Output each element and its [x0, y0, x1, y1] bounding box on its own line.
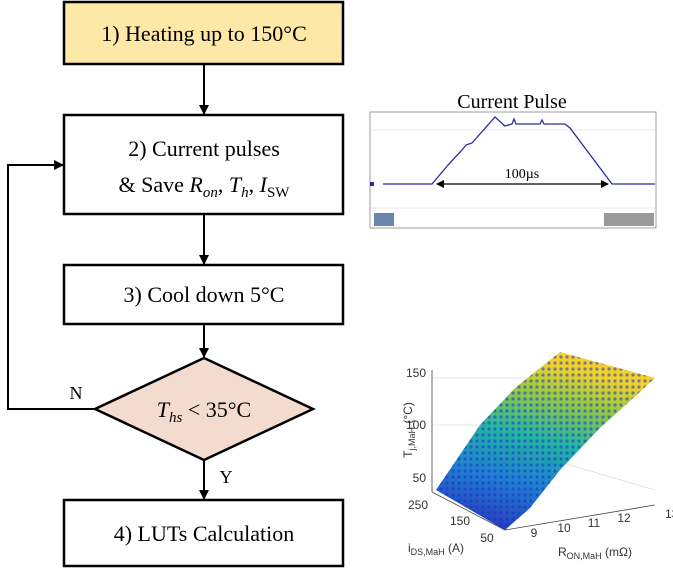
x-tick-label: 12 [617, 511, 631, 525]
step-label: 4) LUTs Calculation [114, 521, 295, 546]
step-label: 1) Heating up to 150°C [101, 21, 307, 46]
z-tick-label: 150 [406, 366, 426, 380]
y-tick-label: 250 [408, 498, 428, 512]
text-part: on [203, 185, 218, 201]
text-part: h [241, 185, 249, 201]
y-tick-label: 150 [450, 514, 470, 528]
y-axis-label: iDS,MaH (A) [408, 541, 464, 557]
x-tick-label: 9 [531, 526, 538, 540]
text-part: hs [169, 410, 183, 426]
x-tick-label: 11 [588, 516, 601, 530]
surface-plot: 150 100 50 Tj,MaH (°C) 250 150 50 iDS,Ma… [401, 352, 673, 561]
x-axis-label: RON,MaH (mΩ) [558, 545, 632, 561]
step-label: 2) Current pulses [128, 136, 280, 161]
text-part: R [188, 172, 203, 197]
y-tick-label: 50 [480, 531, 494, 545]
step-label: 3) Cool down 5°C [124, 282, 285, 307]
flowchart: 1) Heating up to 150°C 2) Current pulses… [8, 2, 343, 566]
z-axis-label: Tj,MaH (°C) [401, 402, 417, 458]
duration-label: 100µs [505, 167, 540, 182]
text-part: ON,MaH [567, 551, 602, 561]
text-part: R [558, 545, 567, 559]
yes-label: Y [220, 467, 233, 487]
scope-badge [604, 213, 654, 226]
pulse-figure: Current Pulse 100µs [370, 91, 656, 228]
page: 1) Heating up to 150°C 2) Current pulses… [0, 0, 673, 572]
figure-title: Current Pulse [457, 91, 567, 113]
scope-marker [370, 182, 374, 186]
text-part: , [218, 172, 229, 197]
text-part: j,MaH [407, 427, 417, 452]
surface-dots [436, 352, 655, 530]
text-part: < 35°C [182, 397, 251, 422]
text-part: (mΩ) [602, 545, 632, 559]
text-part: & Save [119, 172, 190, 197]
text-part: (A) [445, 541, 464, 555]
text-part: , [249, 172, 260, 197]
text-part: SW [267, 185, 290, 201]
z-tick-label: 50 [413, 471, 427, 485]
text-part: (°C) [401, 402, 415, 427]
x-tick-label: 13 [665, 507, 673, 521]
text-part: DS,MaH [411, 547, 445, 557]
x-tick-label: 10 [557, 521, 571, 535]
scope-badge [374, 213, 394, 226]
no-label: N [70, 383, 83, 403]
